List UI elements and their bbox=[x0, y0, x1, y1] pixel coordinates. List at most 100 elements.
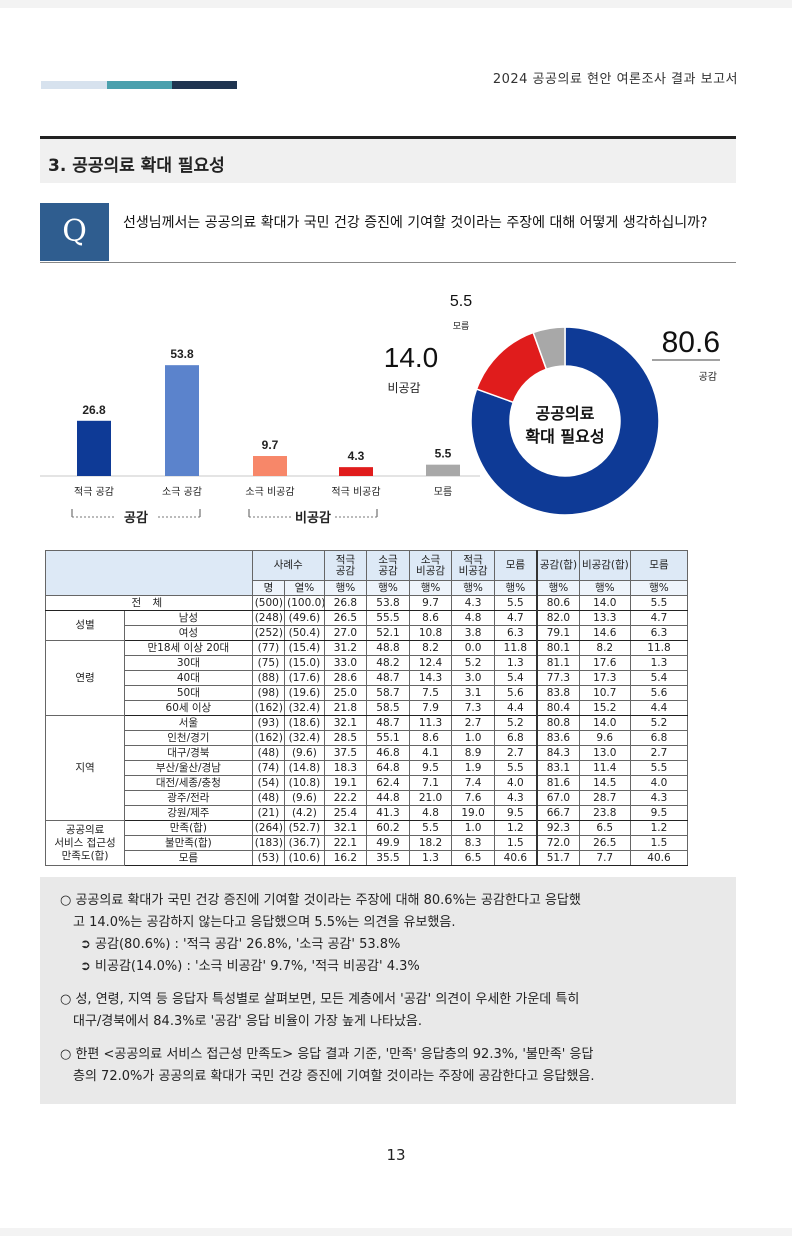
summary-p1-line1: ○ 공공의료 확대가 국민 건강 증진에 기여할 것이라는 주장에 대해 80.… bbox=[60, 893, 581, 908]
row-label: 30대 bbox=[124, 655, 253, 671]
row-value: 19.1 bbox=[323, 775, 368, 791]
row-value: 6.5 bbox=[578, 820, 631, 836]
row-value: 5.4 bbox=[493, 670, 538, 686]
row-value: 83.1 bbox=[536, 760, 580, 776]
bar-value-label: 9.7 bbox=[262, 438, 279, 452]
row-value: 5.5 bbox=[408, 820, 453, 836]
sample-count: (162) bbox=[251, 700, 286, 716]
row-value: 84.3 bbox=[536, 745, 580, 761]
sample-count: (48) bbox=[251, 745, 286, 761]
row-value: 27.0 bbox=[323, 625, 368, 641]
table-row: 대구/경북 (48) (9.6) 37.5 46.8 4.1 8.9 2.7 84.3 13.0 2… bbox=[46, 745, 731, 761]
sample-percent: (18.6) bbox=[284, 715, 325, 731]
row-value: 83.6 bbox=[536, 730, 580, 746]
table-row: 전 체 (500) (100.0) 26.8 53.8 9.7 4.3 5.5 80.6 14.0… bbox=[45, 595, 731, 611]
row-value: 66.7 bbox=[536, 805, 580, 821]
summary-p3-line2: 층의 72.0%가 공공의료 확대가 국민 건강 증진에 기여할 것이라는 주장… bbox=[73, 1069, 595, 1084]
row-value: 6.3 bbox=[629, 625, 689, 641]
donut-slice-0 bbox=[470, 326, 660, 516]
row-value: 7.4 bbox=[451, 775, 495, 791]
header-bar-light bbox=[41, 81, 107, 89]
summary-p1-line2: 고 14.0%는 공감하지 않는다고 응답했으며 5.5%는 의견을 유보했음. bbox=[73, 915, 456, 930]
row-value: 13.3 bbox=[578, 610, 631, 626]
row-value: 52.1 bbox=[366, 625, 410, 641]
row-value: 11.8 bbox=[493, 640, 538, 656]
row-value: 4.7 bbox=[493, 610, 538, 626]
sample-count: (21) bbox=[251, 805, 286, 821]
row-value: 18.2 bbox=[408, 835, 453, 851]
row-label: 40대 bbox=[124, 670, 253, 686]
row-value: 1.3 bbox=[629, 655, 689, 671]
row-value: 25.0 bbox=[323, 685, 368, 701]
sample-percent: (10.8) bbox=[284, 775, 325, 791]
table-row: 인천/경기 (162) (32.4) 28.5 55.1 8.6 1.0 6.8 83.6 9.6… bbox=[46, 730, 731, 746]
sample-percent: (9.6) bbox=[284, 745, 325, 761]
donut-label-disagree: 비공감 bbox=[387, 381, 420, 395]
donut-label-agree: 공감 bbox=[699, 371, 717, 383]
donut-value-agree: 80.6 bbox=[662, 326, 720, 359]
row-value: 31.2 bbox=[323, 640, 368, 656]
row-value: 40.6 bbox=[629, 850, 689, 866]
row-value: 4.8 bbox=[451, 610, 495, 626]
table-row: 여성 (252) (50.4) 27.0 52.1 10.8 3.8 6.3 79.1 14.6 6… bbox=[46, 625, 731, 641]
row-value: 5.4 bbox=[629, 670, 689, 686]
section-title: 3. 공공의료 확대 필요성 bbox=[48, 156, 225, 176]
row-label: 모름 bbox=[124, 850, 253, 866]
row-value: 26.5 bbox=[323, 610, 368, 626]
question-badge: Q bbox=[40, 203, 109, 261]
table-header-cell: 공감(합) bbox=[536, 550, 580, 581]
sample-percent: (9.6) bbox=[284, 790, 325, 806]
row-label: 부산/울산/경남 bbox=[124, 760, 253, 776]
row-value: 80.6 bbox=[536, 595, 580, 611]
row-value: 14.0 bbox=[578, 595, 631, 611]
sample-percent: (10.6) bbox=[284, 850, 325, 866]
group-label: 공공의료 서비스 접근성 만족도(합) bbox=[44, 820, 126, 866]
table-unit-cell: 행% bbox=[493, 580, 538, 596]
group-label: 지역 bbox=[44, 715, 126, 821]
sample-count: (77) bbox=[251, 640, 286, 656]
sample-count: (74) bbox=[251, 760, 286, 776]
sample-count: (264) bbox=[251, 820, 286, 836]
table-row: 40대 (88) (17.6) 28.6 48.7 14.3 3.0 5.4 77.3 17.3 5… bbox=[46, 670, 731, 686]
row-value: 6.8 bbox=[629, 730, 689, 746]
table-row: 강원/제주 (21) (4.2) 25.4 41.3 4.8 19.0 9.5 66.7 23.8… bbox=[46, 805, 731, 821]
row-value: 5.5 bbox=[493, 595, 538, 611]
row-label: 대구/경북 bbox=[124, 745, 253, 761]
row-label: 남성 bbox=[124, 610, 253, 626]
row-value: 82.0 bbox=[536, 610, 580, 626]
sample-percent: (100.0) bbox=[284, 595, 325, 611]
sample-count: (93) bbox=[251, 715, 286, 731]
row-value: 5.5 bbox=[629, 760, 689, 776]
sample-count: (88) bbox=[251, 670, 286, 686]
sample-percent: (17.6) bbox=[284, 670, 325, 686]
bar-value-label: 4.3 bbox=[348, 449, 365, 463]
row-value: 4.8 bbox=[408, 805, 453, 821]
table-row: 성별 남성 (248) (49.6) 26.5 55.5 8.6 4.8 4.7 82.0 13.3… bbox=[44, 610, 731, 641]
sample-count: (48) bbox=[251, 790, 286, 806]
disagree-bracket-ends bbox=[248, 509, 378, 517]
row-value: 7.6 bbox=[451, 790, 495, 806]
row-value: 1.5 bbox=[629, 835, 689, 851]
row-value: 11.8 bbox=[629, 640, 689, 656]
header-bar-teal bbox=[107, 81, 172, 89]
row-value: 14.5 bbox=[578, 775, 631, 791]
row-value: 9.7 bbox=[408, 595, 453, 611]
row-value: 10.7 bbox=[578, 685, 631, 701]
row-value: 5.2 bbox=[493, 715, 538, 731]
row-value: 26.8 bbox=[323, 595, 368, 611]
row-value: 62.4 bbox=[366, 775, 410, 791]
row-value: 3.1 bbox=[451, 685, 495, 701]
donut-slice-1 bbox=[475, 331, 548, 404]
row-value: 15.2 bbox=[578, 700, 631, 716]
row-value: 6.8 bbox=[493, 730, 538, 746]
row-value: 14.3 bbox=[408, 670, 453, 686]
row-value: 5.6 bbox=[629, 685, 689, 701]
bar-2 bbox=[253, 456, 287, 476]
row-value: 4.4 bbox=[493, 700, 538, 716]
row-label: 만족(합) bbox=[124, 820, 253, 836]
row-value: 1.9 bbox=[451, 760, 495, 776]
table-row: 50대 (98) (19.6) 25.0 58.7 7.5 3.1 5.6 83.8 10.7 5.… bbox=[46, 685, 731, 701]
donut-center-label-2: 확대 필요성 bbox=[525, 427, 604, 446]
table-header-row: 명 열% 행% 행% 행% 행% 행% 행% 행% 행% bbox=[46, 580, 731, 596]
sample-percent: (49.6) bbox=[284, 610, 325, 626]
